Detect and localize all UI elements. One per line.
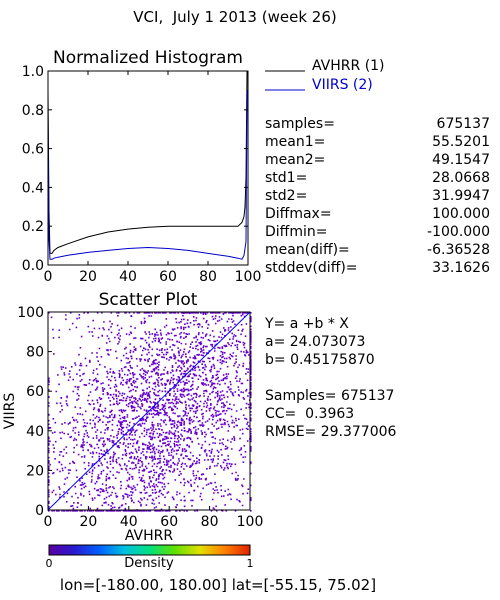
stat-value: 675137 <box>437 116 490 132</box>
regression-info: Y= a +b * X a= 24.073073 b= 0.45175870 S… <box>264 316 397 440</box>
colorbar: 0 Density 1 <box>46 544 254 571</box>
stat-value: 55.5201 <box>432 134 490 150</box>
scatter-xlabel: AVHRR <box>125 528 174 544</box>
histogram-xtick-label: 40 <box>119 269 137 285</box>
histogram-ticks: 0 20 40 60 80 100 0.0 0.2 0.4 0.6 0.8 1.0 <box>22 64 262 285</box>
stat-label: std2= <box>265 188 307 204</box>
scatter-ytick-label: 40 <box>26 424 44 440</box>
scatter-ylabel: VIIRS <box>2 393 18 430</box>
histogram-xtick-label: 100 <box>235 269 262 285</box>
scatter-point-cloud <box>48 312 252 512</box>
legend-label-viirs: VIIRS (2) <box>312 77 373 93</box>
regression-cc: CC= 0.3963 <box>265 406 354 422</box>
scatter-xtick-label: 40 <box>120 514 138 530</box>
histogram-xtick-label: 60 <box>159 269 177 285</box>
histogram-panel: Normalized Histogram 0 20 40 60 80 1000.00.20… <box>22 48 262 285</box>
stat-value: -6.36528 <box>427 242 490 258</box>
scatter-xtick-label: 80 <box>201 514 219 530</box>
histogram-ytick-label: 0.4 <box>22 180 44 196</box>
scatter-ytick-label: 60 <box>26 384 44 400</box>
scatter-ticks: 0 20 40 60 80 100 0 20 40 60 80 100 <box>17 305 263 530</box>
stat-label: std1= <box>265 170 307 186</box>
scatter-ytick-label: 100 <box>17 305 44 321</box>
stat-label: mean(diff)= <box>265 242 350 258</box>
stat-label: stddev(diff)= <box>265 260 358 276</box>
scatter-points <box>48 312 252 512</box>
stat-label: Diffmax= <box>265 206 332 222</box>
histogram-ytick-label: 0.2 <box>22 219 44 235</box>
scatter-title: Scatter Plot <box>99 290 198 310</box>
colorbar-max-label: 1 <box>247 557 254 570</box>
scatter-xtick-label: 60 <box>160 514 178 530</box>
regression-equation: Y= a +b * X <box>264 316 349 332</box>
stat-value: 33.1626 <box>432 260 490 276</box>
scatter-frame <box>47 311 251 511</box>
scatter-diagonal-line <box>47 311 251 511</box>
histogram-series-avhrr <box>47 70 248 254</box>
stat-value: 31.9947 <box>432 188 490 204</box>
regression-b: b= 0.45175870 <box>265 352 375 368</box>
regression-samples: Samples= 675137 <box>265 388 394 404</box>
histogram-title: Normalized Histogram <box>53 48 243 68</box>
stat-label: mean1= <box>265 134 325 150</box>
scatter-ytick-label: 0 <box>35 503 44 519</box>
colorbar-label: Density <box>124 556 174 571</box>
stat-label: Diffmin= <box>265 224 327 240</box>
footer-bounds: lon=[-180.00, 180.00] lat=[-55.15, 75.02… <box>60 576 376 594</box>
scatter-panel: Scatter Plot 0 20 40 60 80 100 0 20 40 60 80 100 AV… <box>2 290 263 544</box>
page-title: VCI, July 1 2013 (week 26) <box>133 8 336 26</box>
histogram-ytick-label: 1.0 <box>22 64 44 80</box>
colorbar-min-label: 0 <box>46 557 53 570</box>
stat-value: 100.000 <box>432 206 490 222</box>
histogram-xtick-label: 0 <box>44 269 53 285</box>
histogram-xtick-label: 80 <box>199 269 217 285</box>
histogram-ytick-label: 0.8 <box>22 103 44 119</box>
scatter-ytick-label: 20 <box>26 463 44 479</box>
stats-table: samples= 675137 mean1= 55.5201 mean2= 49.1547… <box>265 116 490 276</box>
histogram-lines <box>47 70 248 260</box>
stat-value: 49.1547 <box>432 152 490 168</box>
regression-rmse: RMSE= 29.377006 <box>265 424 397 440</box>
stat-value: -100.000 <box>427 224 490 240</box>
histogram-xtick-label: 20 <box>79 269 97 285</box>
legend: AVHRR (1) VIIRS (2) <box>265 58 385 93</box>
scatter-xtick-label: 0 <box>44 514 53 530</box>
stat-value: 28.0668 <box>432 170 490 186</box>
scatter-xtick-label: 100 <box>237 514 264 530</box>
histogram-ytick-label: 0.0 <box>22 258 44 274</box>
histogram-frame <box>47 70 249 266</box>
colorbar-ramp <box>48 544 251 556</box>
scatter-ytick-label: 80 <box>26 345 44 361</box>
stat-label: mean2= <box>265 152 325 168</box>
regression-a: a= 24.073073 <box>265 334 365 350</box>
legend-label-avhrr: AVHRR (1) <box>312 58 385 74</box>
histogram-series-viirs <box>47 89 248 260</box>
stat-label: samples= <box>265 116 335 132</box>
histogram-ytick-label: 0.6 <box>22 142 44 158</box>
scatter-xtick-label: 20 <box>79 514 97 530</box>
